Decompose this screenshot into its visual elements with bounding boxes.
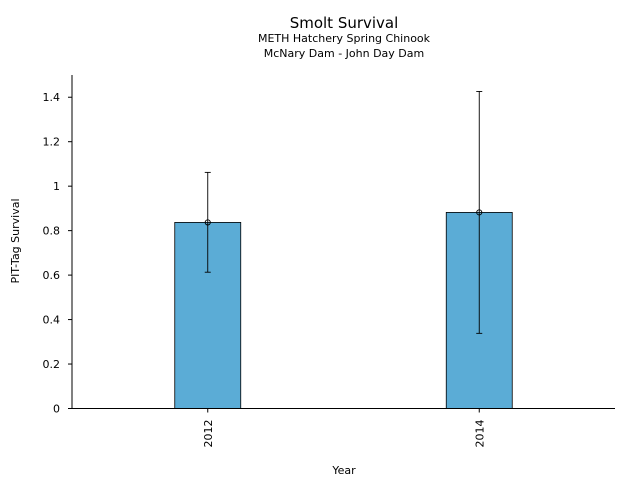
y-tick-label: 0 xyxy=(53,403,60,416)
y-tick-label: 0.6 xyxy=(43,269,61,282)
chart-subtitle-line-2: McNary Dam - John Day Dam xyxy=(264,47,424,60)
y-tick-label: 1 xyxy=(53,180,60,193)
y-tick-label: 1.2 xyxy=(43,136,61,149)
x-axis-label: Year xyxy=(331,464,356,477)
y-axis-label: PIT-Tag Survival xyxy=(9,198,22,283)
y-tick-label: 0.4 xyxy=(43,314,61,327)
y-tick-label: 1.4 xyxy=(43,91,61,104)
y-tick-label: 0.2 xyxy=(43,358,61,371)
x-tick-label: 2012 xyxy=(202,420,215,448)
chart-subtitle-line-1: METH Hatchery Spring Chinook xyxy=(258,32,431,45)
y-tick-label: 0.8 xyxy=(43,225,61,238)
chart-title: Smolt Survival xyxy=(290,14,399,32)
x-tick-label: 2014 xyxy=(473,420,486,448)
estimate-point xyxy=(204,219,211,226)
plot-area xyxy=(174,91,513,409)
estimate-point xyxy=(476,209,483,216)
